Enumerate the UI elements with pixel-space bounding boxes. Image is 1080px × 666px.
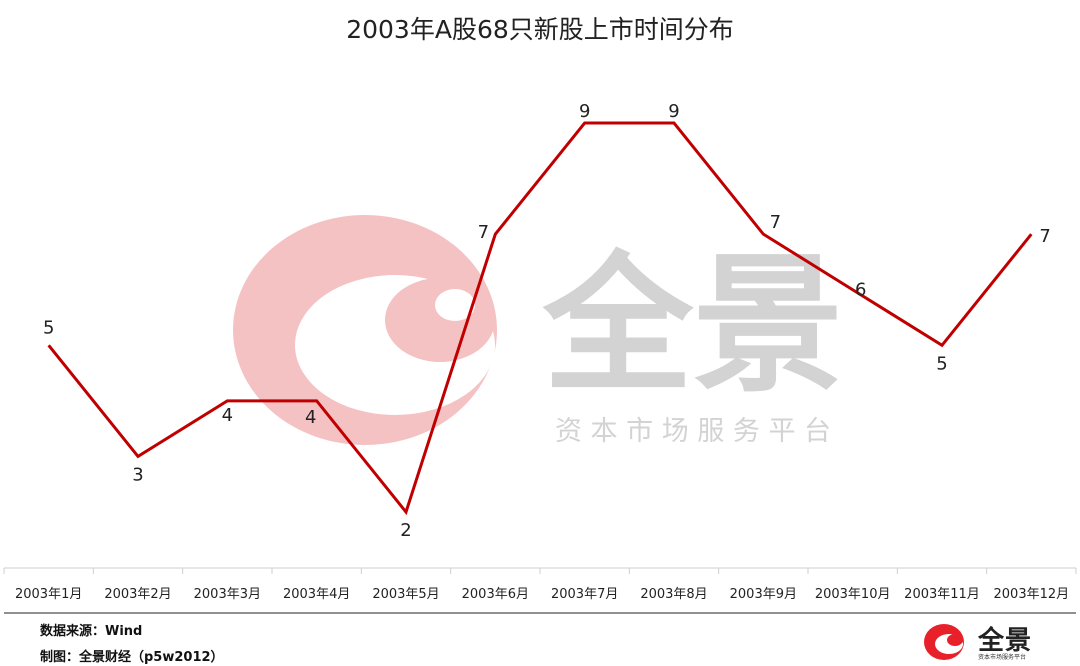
brand-logo: 全景 资本市场服务平台	[922, 620, 1052, 662]
data-label: 7	[478, 222, 489, 243]
data-label: 4	[222, 405, 233, 426]
data-label: 9	[579, 101, 590, 122]
x-tick-label: 2003年12月	[994, 587, 1070, 602]
x-tick-label: 2003年10月	[815, 587, 891, 602]
data-label: 5	[43, 317, 54, 338]
x-axis-tick-labels: 2003年1月 2003年2月 2003年3月 2003年4月 2003年5月 2003年…	[15, 587, 1069, 602]
x-tick-label: 2003年6月	[462, 587, 529, 602]
data-label: 4	[305, 407, 316, 428]
watermark-slogan: 资 本 市 场 服 务 平 台	[555, 416, 831, 447]
maker-note: 制图：全景财经（p5w2012）	[40, 650, 224, 665]
data-label: 6	[855, 280, 866, 301]
watermark-logo	[233, 215, 497, 445]
series-line	[47, 121, 1033, 516]
data-label: 2	[400, 520, 411, 541]
x-tick-label: 2003年1月	[15, 587, 82, 602]
data-label: 7	[1039, 226, 1050, 247]
x-tick-label: 2003年3月	[194, 587, 261, 602]
data-labels: 5 3 4 4 2 7 9 9 7 6 5 7	[43, 101, 1051, 541]
data-label: 5	[936, 353, 947, 374]
x-tick-label: 2003年4月	[283, 587, 350, 602]
watermark-swirl-hole	[435, 289, 475, 321]
chart-title: 2003年A股68只新股上市时间分布	[346, 15, 734, 44]
data-label: 3	[132, 464, 143, 485]
brand-swirl-icon	[924, 624, 964, 660]
watermark-name: 全景	[542, 239, 843, 413]
brand-slogan: 资本市场服务平台	[978, 654, 1027, 661]
x-tick-label: 2003年5月	[372, 587, 439, 602]
x-tick-label: 2003年2月	[104, 587, 171, 602]
source-note: 数据来源：Wind	[40, 624, 143, 639]
x-tick-label: 2003年9月	[730, 587, 797, 602]
x-tick-label: 2003年8月	[640, 587, 707, 602]
data-label: 7	[770, 212, 781, 233]
x-tick-label: 2003年11月	[904, 587, 980, 602]
data-label: 9	[668, 101, 679, 122]
x-tick-label: 2003年7月	[551, 587, 618, 602]
brand-name: 全景	[978, 626, 1033, 656]
x-axis-ticks	[3, 568, 1077, 574]
